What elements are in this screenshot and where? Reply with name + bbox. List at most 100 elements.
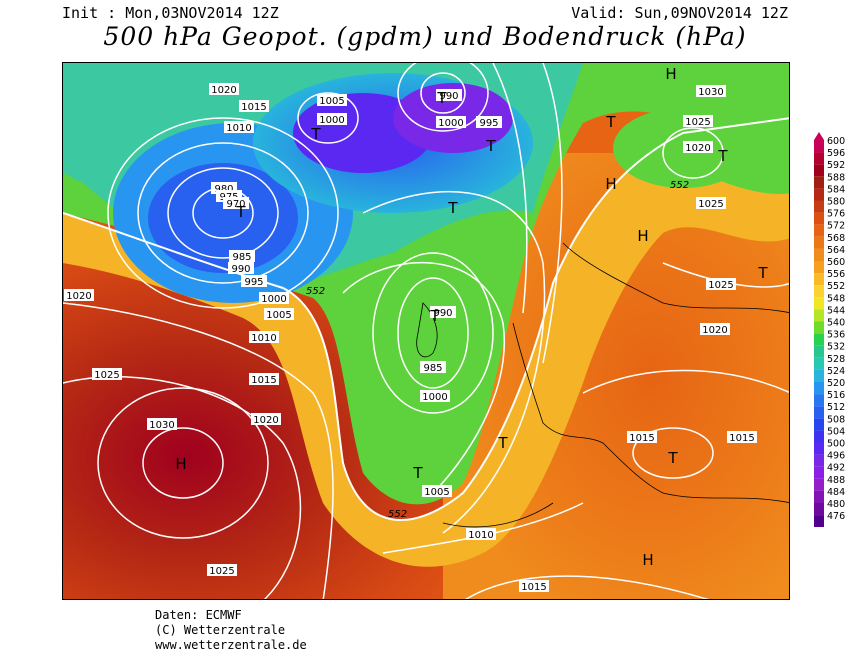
- legend-label: 524: [827, 366, 845, 377]
- legend-label: 496: [827, 451, 845, 462]
- legend-swatch: [814, 394, 824, 407]
- low-uk: T: [429, 307, 440, 325]
- low-barents: T: [605, 113, 616, 131]
- label-552-west: 552: [306, 286, 325, 297]
- legend-swatch: [814, 188, 824, 201]
- legend-arrow-top: [814, 132, 824, 140]
- legend-label: 552: [827, 281, 845, 292]
- legend-swatch: [814, 454, 824, 467]
- legend-swatch: [814, 321, 824, 334]
- low-norway: T: [485, 137, 496, 155]
- label-1005-iberia: 1005: [424, 487, 449, 498]
- legend-swatch: [814, 406, 824, 419]
- label-1025-ne2: 1025: [685, 117, 710, 128]
- legend-label: 600: [827, 136, 845, 147]
- label-1015-north: 1015: [241, 102, 266, 113]
- label-1030-ne: 1030: [698, 87, 723, 98]
- legend-label: 508: [827, 414, 845, 425]
- legend-swatch: [814, 152, 824, 165]
- legend-swatch: [814, 261, 824, 274]
- legend-label: 484: [827, 487, 845, 498]
- label-1025-south: 1025: [209, 566, 234, 577]
- color-legend: 600 596 592 588 584 580 576 572 568 564 560 556 552 5…: [814, 132, 850, 536]
- label-990-north: 990: [439, 91, 458, 102]
- low-arctic: T: [436, 89, 447, 107]
- legend-label: 548: [827, 293, 845, 304]
- legend-label: 540: [827, 318, 845, 329]
- legend-swatch: [814, 478, 824, 491]
- high-north: H: [665, 65, 676, 83]
- high-azores: H: [175, 455, 186, 473]
- label-1025-east: 1025: [708, 280, 733, 291]
- low-northsea: T: [447, 199, 458, 217]
- valid-time: Valid: Sun,09NOV2014 12Z: [571, 4, 788, 22]
- low-balkans: T: [667, 449, 678, 467]
- label-1015-south: 1015: [521, 582, 546, 593]
- legend-swatch: [814, 382, 824, 395]
- label-552-ne: 552: [670, 180, 689, 191]
- legend-swatch: [814, 418, 824, 431]
- low-ne: T: [717, 147, 728, 165]
- label-1010-north: 1010: [226, 123, 251, 134]
- legend-label: 564: [827, 245, 845, 256]
- label-1030: 1030: [149, 420, 174, 431]
- legend-label: 532: [827, 342, 845, 353]
- legend-swatch: [814, 140, 824, 153]
- label-995: 995: [244, 277, 263, 288]
- legend-swatch: [814, 369, 824, 382]
- field-yellow-band: [63, 118, 789, 567]
- low-iceland: T: [235, 203, 246, 221]
- legend-swatch: [814, 333, 824, 346]
- label-1015-mid: 1015: [251, 375, 276, 386]
- label-990-uk: 990: [433, 308, 452, 319]
- label-1025-ne: 1025: [698, 199, 723, 210]
- legend-label: 592: [827, 160, 845, 171]
- label-985-uk: 985: [423, 363, 442, 374]
- legend-label: 572: [827, 221, 845, 232]
- footer-copyright: (C) Wetterzentrale: [155, 623, 286, 637]
- legend-label: 528: [827, 354, 845, 365]
- label-985: 985: [232, 252, 251, 263]
- legend-swatch: [814, 200, 824, 213]
- label-970: 970: [226, 199, 245, 210]
- legend-swatch: [814, 309, 824, 322]
- low-east: T: [757, 264, 768, 282]
- footer-website[interactable]: www.wetterzentrale.de: [155, 638, 307, 652]
- label-1015-east: 1015: [629, 433, 654, 444]
- legend-swatch: [814, 430, 824, 443]
- legend-swatch: [814, 345, 824, 358]
- label-1005-north: 1005: [319, 96, 344, 107]
- legend-label: 492: [827, 463, 845, 474]
- label-1015-fareast: 1015: [729, 433, 754, 444]
- label-1010-south: 1010: [468, 530, 493, 541]
- init-time: Init : Mon,03NOV2014 12Z: [62, 4, 279, 22]
- legend-swatch: [814, 297, 824, 310]
- label-1020-ne: 1020: [685, 143, 710, 154]
- legend-swatch: [814, 236, 824, 249]
- label-552-south: 552: [388, 509, 407, 520]
- legend-label: 568: [827, 233, 845, 244]
- legend-label: 512: [827, 402, 845, 413]
- legend-swatch: [814, 490, 824, 503]
- map-canvas: 1025 1025 1030 1020 1020 1015 1010 1005 …: [63, 63, 789, 599]
- label-1020-west: 1020: [66, 291, 91, 302]
- legend-label: 504: [827, 426, 845, 437]
- legend-swatch: [814, 273, 824, 286]
- legend-label: 580: [827, 197, 845, 208]
- legend-label: 576: [827, 209, 845, 220]
- legend-label: 544: [827, 305, 845, 316]
- high-russia: H: [637, 227, 648, 245]
- label-1000-north: 1000: [319, 115, 344, 126]
- label-990: 990: [231, 264, 250, 275]
- label-1005-mid: 1005: [266, 310, 291, 321]
- label-1025-west: 1025: [94, 370, 119, 381]
- legend-label: 516: [827, 390, 845, 401]
- low-iberia: T: [412, 464, 423, 482]
- legend-label: 500: [827, 439, 845, 450]
- legend-label: 488: [827, 475, 845, 486]
- legend-swatch: [814, 176, 824, 189]
- height-label-group: 552 552 552: [306, 180, 689, 520]
- high-scandinavia: H: [605, 175, 616, 193]
- weather-map: 1025 1025 1030 1020 1020 1015 1010 1005 …: [62, 62, 790, 600]
- legend-swatch: [814, 248, 824, 261]
